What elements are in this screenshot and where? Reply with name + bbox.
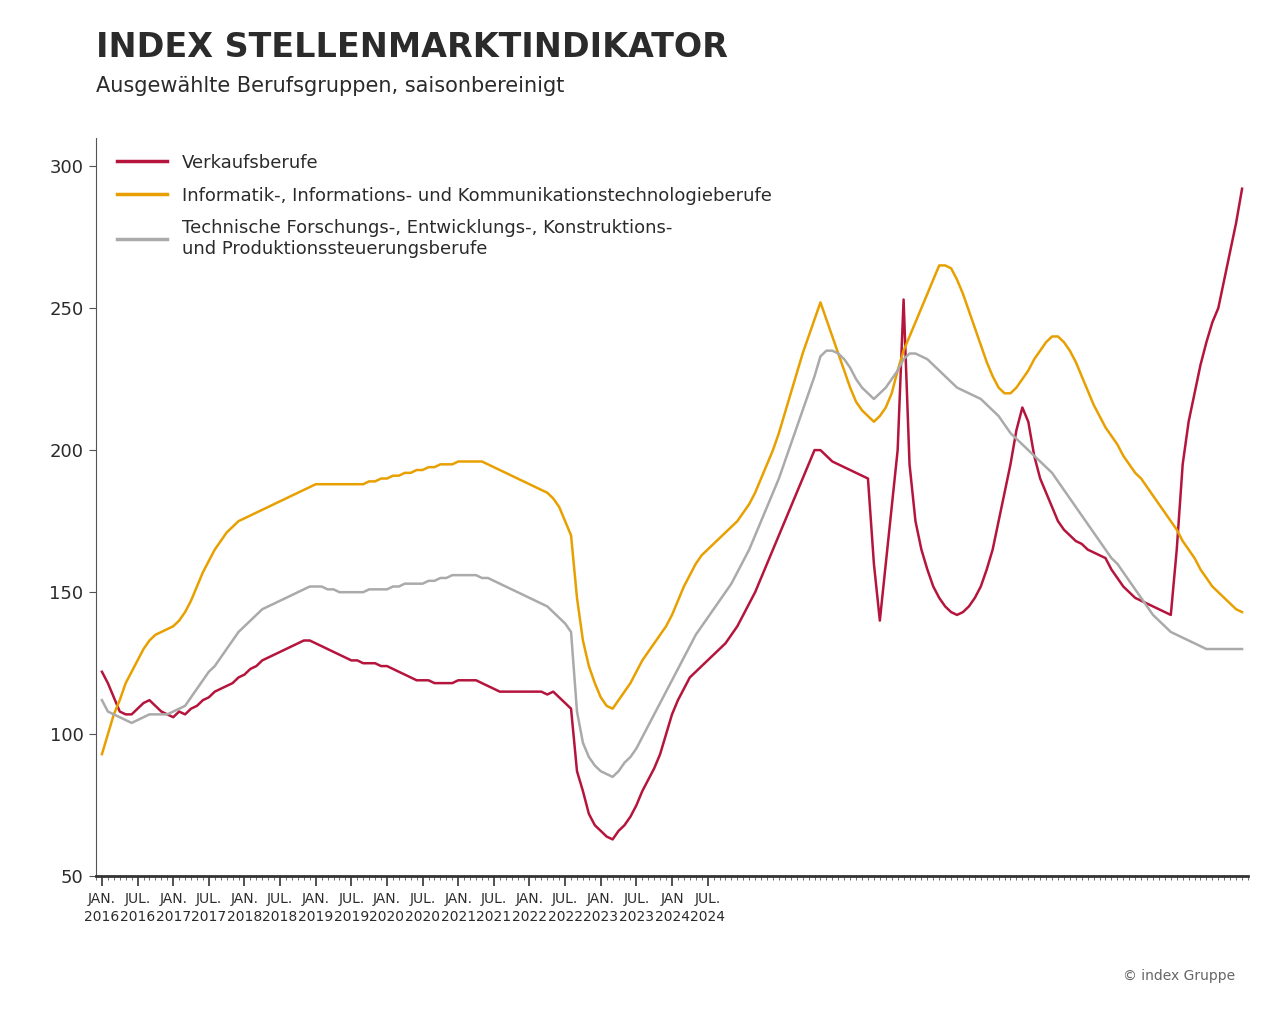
Text: © index Gruppe: © index Gruppe	[1123, 969, 1235, 983]
Text: Ausgewählte Berufsgruppen, saisonbereinigt: Ausgewählte Berufsgruppen, saisonbereini…	[96, 76, 564, 97]
Text: INDEX STELLENMARKTINDIKATOR: INDEX STELLENMARKTINDIKATOR	[96, 31, 728, 63]
Legend: Verkaufsberufe, Informatik-, Informations- und Kommunikationstechnologieberufe, : Verkaufsberufe, Informatik-, Information…	[116, 154, 772, 258]
